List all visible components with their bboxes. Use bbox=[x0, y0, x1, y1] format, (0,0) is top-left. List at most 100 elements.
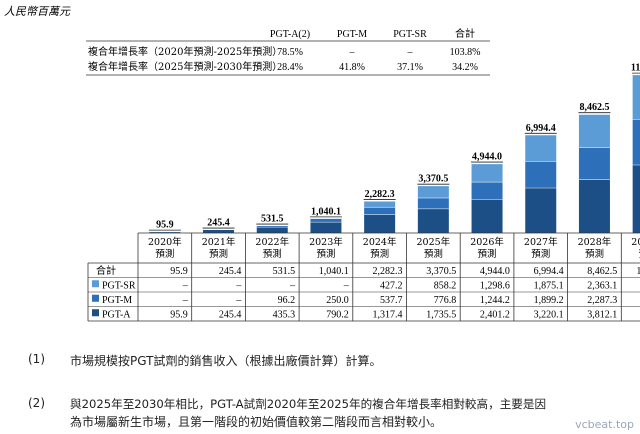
bar-total-label: 11,278.3 bbox=[631, 63, 640, 74]
table-cell-total: 8,462.5 bbox=[587, 266, 617, 277]
category-label: 預測 bbox=[370, 248, 389, 260]
bar-total-label: 1,040.1 bbox=[311, 206, 341, 217]
table-cell-pgt-sr: – bbox=[235, 280, 242, 291]
table-cell-pgt-sr: – bbox=[343, 280, 350, 291]
table-cell-pgt-m: 1,899.2 bbox=[534, 295, 564, 306]
bar-segment-pgt-m bbox=[364, 206, 396, 215]
category-label: 2029年 bbox=[631, 236, 640, 248]
category-label: 2021年 bbox=[202, 236, 236, 248]
bar-total-label: 3,370.5 bbox=[418, 174, 448, 185]
bar-segment-pgt-m bbox=[471, 181, 503, 200]
table-cell-pgt-m: 96.2 bbox=[278, 295, 296, 306]
bar-segment-pgt-m bbox=[417, 197, 449, 209]
category-label: 預測 bbox=[424, 248, 443, 260]
cagr-cell: 34.2% bbox=[452, 62, 478, 73]
bar-segment-pgt-a bbox=[471, 199, 503, 233]
bar-segment-pgt-m bbox=[578, 147, 610, 180]
table-cell-pgt-sr: 2,363.1 bbox=[587, 280, 617, 291]
bar-total-label: 4,944.0 bbox=[472, 152, 502, 163]
table-cell-pgt-a: 435.3 bbox=[273, 309, 296, 320]
bar-segment-pgt-sr bbox=[578, 114, 610, 148]
bar-total-label: 245.4 bbox=[207, 218, 230, 229]
cagr-cell: 41.8% bbox=[339, 62, 365, 73]
table-cell-pgt-sr: 1,298.6 bbox=[480, 280, 510, 291]
category-label: 2024年 bbox=[363, 236, 397, 248]
bar-total-label: 6,994.4 bbox=[526, 123, 556, 134]
table-cell-total: 6,994.4 bbox=[534, 266, 564, 277]
bar-segment-pgt-sr bbox=[471, 163, 503, 182]
bar-segment-pgt-a bbox=[417, 208, 449, 233]
table-cell-pgt-m: 250.0 bbox=[326, 295, 349, 306]
bar-segment-pgt-a bbox=[578, 179, 610, 233]
table-cell-pgt-a: 1,735.5 bbox=[426, 309, 456, 320]
cagr-header-pgt-m: PGT-M bbox=[337, 29, 367, 40]
category-label: 2020年 bbox=[148, 236, 182, 248]
bar-total-label: 95.9 bbox=[156, 220, 174, 231]
bars-layer: 95.9 245.4 531.5 1,040.1 2,282.3 3,370.5 4,944… bbox=[148, 63, 640, 233]
category-label: 2025年 bbox=[417, 236, 451, 248]
stacked-bar-chart: 人民幣百萬元 PGT-A(2) PGT-M PGT-SR 合計 複合年增長率（2… bbox=[4, 5, 640, 322]
bar-segment-pgt-a bbox=[525, 187, 557, 233]
bar-segment-pgt-a bbox=[256, 226, 288, 233]
footnote-2-line-2: 為市場屬新生市場，且第一階段的初始價值較第二階段而言相對較小。 bbox=[70, 415, 443, 429]
table-cell-pgt-m: 537.7 bbox=[380, 295, 403, 306]
cagr-header-pgt-a: PGT-A(2) bbox=[270, 29, 310, 40]
bar-segment-pgt-a bbox=[203, 229, 235, 233]
table-cell-pgt-a: 1,317.4 bbox=[373, 309, 403, 320]
watermark: vcbeat.top bbox=[575, 418, 634, 431]
legend-label: PGT-M bbox=[102, 295, 132, 306]
bar-segment-pgt-a bbox=[310, 221, 342, 233]
table-cell-pgt-sr: 427.2 bbox=[380, 280, 403, 291]
bar-segment-pgt-sr bbox=[417, 185, 449, 198]
cagr-header-pgt-sr: PGT-SR bbox=[393, 29, 427, 40]
legend-label: PGT-A bbox=[102, 309, 131, 320]
legend-swatch-pgt-m bbox=[92, 294, 99, 302]
table-cell-pgt-m: 2,287.3 bbox=[587, 295, 617, 306]
bar-segment-pgt-m bbox=[525, 161, 557, 188]
cagr-cell: 78.5% bbox=[277, 47, 303, 58]
category-label: 預測 bbox=[316, 248, 335, 260]
bar-segment-pgt-m bbox=[310, 218, 342, 222]
cagr-cell: – bbox=[349, 47, 356, 58]
category-label: 預測 bbox=[263, 248, 282, 260]
table-cell-pgt-m: – bbox=[235, 295, 242, 306]
category-label: 預測 bbox=[531, 248, 550, 260]
bar-segment-pgt-sr bbox=[632, 74, 640, 120]
table-cell-pgt-sr: – bbox=[182, 280, 189, 291]
bar-total-label: 8,462.5 bbox=[579, 102, 609, 113]
table-cell-total: 11,278.3 bbox=[636, 266, 640, 277]
table-cell-pgt-a: 3,812.1 bbox=[587, 309, 617, 320]
table-cell-pgt-sr: 858.2 bbox=[434, 280, 457, 291]
table-cell-pgt-m: 776.8 bbox=[434, 295, 457, 306]
bar-segment-pgt-a bbox=[364, 214, 396, 233]
table-cell-pgt-a: 790.2 bbox=[326, 309, 349, 320]
cagr-cell: 37.1% bbox=[397, 62, 423, 73]
bar-total-label: 531.5 bbox=[261, 214, 284, 225]
table-cell-total: 2,282.3 bbox=[373, 266, 403, 277]
bar-segment-pgt-a bbox=[632, 164, 640, 233]
table-cell-total: 95.9 bbox=[170, 266, 188, 277]
legend-swatch-pgt-sr bbox=[92, 280, 99, 288]
category-label: 2028年 bbox=[578, 236, 612, 248]
cagr-cell: 28.4% bbox=[277, 62, 303, 73]
footnote-1-marker: (1) bbox=[28, 352, 45, 366]
category-label: 預測 bbox=[155, 248, 174, 260]
table-cell-pgt-sr: 1,875.1 bbox=[534, 280, 564, 291]
category-label: 2026年 bbox=[470, 236, 504, 248]
bar-segment-pgt-a bbox=[149, 231, 181, 233]
bar-segment-pgt-m bbox=[256, 225, 288, 227]
category-label: 預測 bbox=[585, 248, 604, 260]
cagr-row-label: 複合年增長率（2025年預測-2030年預測） bbox=[88, 60, 282, 73]
data-table: 2020年預測2021年預測2022年預測2023年預測2024年預測2025年… bbox=[87, 232, 640, 322]
total-row-label: 合計 bbox=[96, 264, 116, 277]
cagr-cell: 103.8% bbox=[450, 47, 481, 58]
category-label: 2022年 bbox=[255, 236, 289, 248]
category-label: 預測 bbox=[639, 248, 640, 260]
table-cell-total: 245.4 bbox=[219, 266, 242, 277]
cagr-table: PGT-A(2) PGT-M PGT-SR 合計 複合年增長率（2020年預測-… bbox=[86, 27, 490, 76]
table-cell-total: 4,944.0 bbox=[480, 266, 510, 277]
table-cell-pgt-a: 245.4 bbox=[219, 309, 242, 320]
table-cell-pgt-m: – bbox=[182, 295, 189, 306]
table-cell-total: 1,040.1 bbox=[319, 266, 349, 277]
cagr-cell: – bbox=[407, 47, 414, 58]
